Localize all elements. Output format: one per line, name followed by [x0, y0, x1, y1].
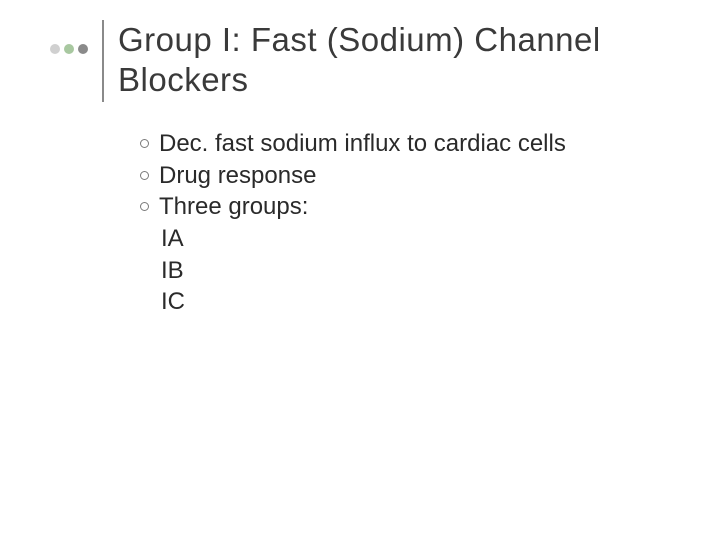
slide-title: Group I: Fast (Sodium) Channel Blockers: [112, 20, 680, 101]
title-row: Group I: Fast (Sodium) Channel Blockers: [50, 20, 680, 102]
decor-dot-1: [50, 44, 60, 54]
sub-item: IA: [140, 223, 680, 255]
title-divider: [102, 20, 104, 102]
bullet-text: Drug response: [159, 160, 680, 192]
slide-container: Group I: Fast (Sodium) Channel Blockers …: [0, 0, 720, 540]
sub-item: IC: [140, 286, 680, 318]
decor-dot-2: [64, 44, 74, 54]
bullet-item: Dec. fast sodium influx to cardiac cells: [140, 128, 680, 160]
slide-content: Dec. fast sodium influx to cardiac cells…: [50, 128, 680, 318]
bullet-item: Drug response: [140, 160, 680, 192]
bullet-marker-icon: [140, 171, 149, 180]
bullet-item: Three groups:: [140, 191, 680, 223]
bullet-text: Three groups:: [159, 191, 680, 223]
sub-item: IB: [140, 255, 680, 287]
bullet-marker-icon: [140, 139, 149, 148]
decor-dots: [50, 20, 88, 54]
decor-dot-3: [78, 44, 88, 54]
bullet-marker-icon: [140, 202, 149, 211]
bullet-text: Dec. fast sodium influx to cardiac cells: [159, 128, 680, 160]
